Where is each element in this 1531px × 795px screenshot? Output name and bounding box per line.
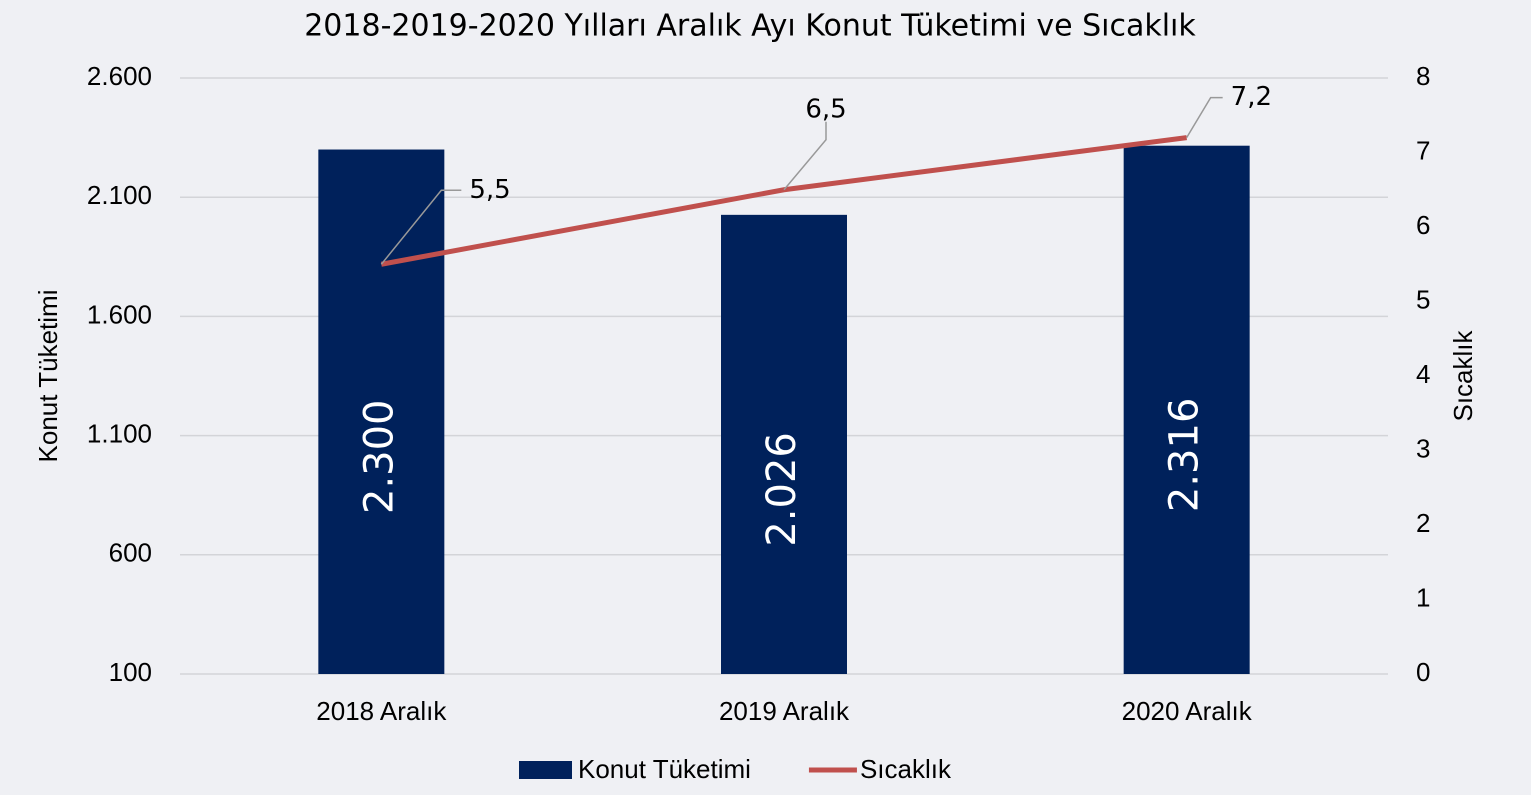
leader-line — [783, 121, 827, 191]
y2-tick-label: 1 — [1416, 582, 1430, 612]
y-tick-label: 100 — [109, 657, 152, 687]
legend-label: Sıcaklık — [860, 754, 952, 784]
x-tick-label: 2018 Aralık — [316, 696, 447, 726]
bar — [318, 149, 445, 674]
chart-title: 2018-2019-2020 Yılları Aralık Ayı Konut … — [304, 9, 1196, 44]
bar-value-label: 2.026 — [759, 432, 805, 547]
y-tick-label: 1.600 — [87, 299, 152, 329]
y2-tick-label: 0 — [1416, 657, 1430, 687]
y2-tick-label: 7 — [1416, 135, 1430, 165]
y2-axis-title: Sıcaklık — [1448, 329, 1478, 421]
y2-tick-label: 2 — [1416, 508, 1430, 538]
bar-value-label: 2.300 — [356, 400, 402, 515]
y2-tick-label: 3 — [1416, 433, 1430, 463]
legend-label: Konut Tüketimi — [578, 754, 751, 784]
y2-tick-label: 8 — [1416, 61, 1430, 91]
y-tick-label: 600 — [109, 538, 152, 568]
bar — [721, 214, 847, 674]
y2-tick-label: 6 — [1416, 210, 1430, 240]
y-tick-label: 2.100 — [87, 180, 152, 210]
x-tick-label: 2020 Aralık — [1122, 696, 1253, 726]
line-value-label: 5,5 — [469, 175, 510, 205]
y-tick-label: 2.600 — [87, 61, 152, 91]
line-value-label: 6,5 — [805, 94, 846, 124]
y2-tick-label: 4 — [1416, 359, 1430, 389]
x-tick-label: 2019 Aralık — [719, 696, 850, 726]
bar — [1123, 145, 1250, 675]
y-tick-label: 1.100 — [87, 418, 152, 448]
leader-line — [380, 189, 462, 265]
line-value-label: 7,2 — [1231, 82, 1272, 112]
y-axis-title: Konut Tüketimi — [33, 290, 63, 463]
legend-swatch — [519, 761, 572, 779]
leader-line — [1186, 96, 1223, 138]
y2-tick-label: 5 — [1416, 284, 1430, 314]
bar-value-label: 2.316 — [1162, 398, 1208, 513]
